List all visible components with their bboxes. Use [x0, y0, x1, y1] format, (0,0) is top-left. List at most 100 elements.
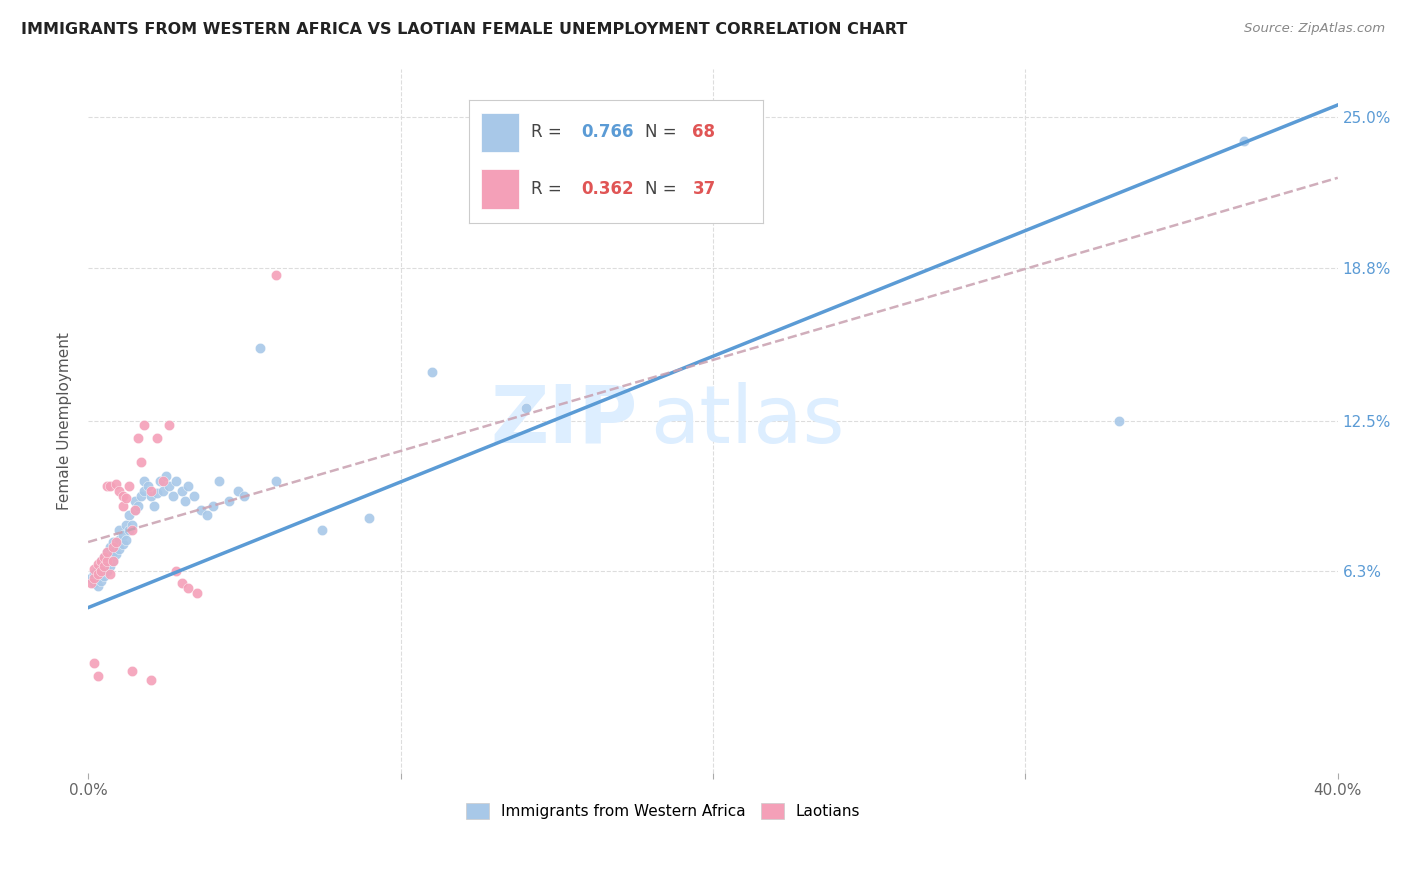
Point — [359, 510, 381, 524]
Point — [101, 554, 124, 568]
Point — [96, 554, 118, 568]
Point — [157, 418, 180, 433]
Point — [96, 545, 118, 559]
Point — [152, 475, 174, 489]
Point — [139, 484, 162, 499]
Point — [155, 469, 177, 483]
Legend: Immigrants from Western Africa, Laotians: Immigrants from Western Africa, Laotians — [460, 797, 866, 825]
Point — [90, 564, 112, 578]
Point — [101, 535, 124, 549]
Point — [86, 668, 108, 682]
Point — [98, 566, 121, 581]
Point — [127, 431, 149, 445]
Point — [195, 508, 218, 523]
Text: atlas: atlas — [651, 382, 845, 459]
Point — [202, 499, 225, 513]
Point — [101, 540, 124, 554]
Point — [118, 523, 141, 537]
Point — [108, 484, 131, 499]
Point — [111, 499, 134, 513]
Point — [186, 586, 208, 600]
Point — [121, 518, 143, 533]
Point — [93, 549, 115, 564]
Point — [162, 489, 184, 503]
Text: ZIP: ZIP — [491, 382, 638, 459]
Point — [165, 564, 187, 578]
Point — [249, 341, 271, 355]
Point — [174, 493, 197, 508]
Text: IMMIGRANTS FROM WESTERN AFRICA VS LAOTIAN FEMALE UNEMPLOYMENT CORRELATION CHART: IMMIGRANTS FROM WESTERN AFRICA VS LAOTIA… — [21, 22, 907, 37]
Point — [93, 559, 115, 574]
Point — [177, 479, 200, 493]
Point — [108, 523, 131, 537]
Point — [105, 547, 128, 561]
Point — [134, 475, 156, 489]
Point — [93, 549, 115, 564]
Y-axis label: Female Unemployment: Female Unemployment — [58, 332, 72, 509]
Point — [111, 537, 134, 551]
Point — [86, 566, 108, 581]
Point — [177, 581, 200, 595]
Point — [93, 569, 115, 583]
Point — [170, 576, 193, 591]
Point — [420, 365, 443, 379]
Point — [121, 664, 143, 678]
Point — [170, 484, 193, 499]
Point — [111, 489, 134, 503]
Point — [90, 564, 112, 578]
Point — [233, 489, 256, 503]
Point — [218, 493, 240, 508]
Point — [118, 479, 141, 493]
Point — [114, 491, 136, 506]
Point — [264, 475, 287, 489]
Point — [142, 499, 165, 513]
Point — [114, 518, 136, 533]
Point — [149, 475, 172, 489]
Point — [226, 484, 249, 499]
Point — [515, 401, 537, 416]
Point — [90, 554, 112, 568]
Point — [208, 475, 231, 489]
Point — [86, 572, 108, 586]
Point — [157, 479, 180, 493]
Point — [190, 503, 212, 517]
Point — [108, 542, 131, 557]
Point — [111, 528, 134, 542]
Point — [105, 535, 128, 549]
Point — [98, 479, 121, 493]
Point — [98, 549, 121, 564]
Point — [90, 554, 112, 568]
Point — [80, 572, 103, 586]
Point — [311, 523, 333, 537]
Point — [136, 479, 159, 493]
Point — [183, 489, 205, 503]
Text: Source: ZipAtlas.com: Source: ZipAtlas.com — [1244, 22, 1385, 36]
Point — [96, 564, 118, 578]
Point — [83, 562, 105, 576]
Point — [124, 493, 146, 508]
Point — [105, 476, 128, 491]
Point — [152, 484, 174, 499]
Point — [98, 540, 121, 554]
Point — [93, 559, 115, 574]
Point — [124, 503, 146, 517]
Point — [146, 486, 169, 500]
Point — [83, 657, 105, 671]
Point — [146, 431, 169, 445]
Point — [129, 489, 152, 503]
Point — [127, 499, 149, 513]
Point — [165, 475, 187, 489]
Point — [1108, 414, 1130, 428]
Point — [96, 479, 118, 493]
Point — [86, 562, 108, 576]
Point — [121, 523, 143, 537]
Point — [134, 418, 156, 433]
Point — [80, 576, 103, 591]
Point — [101, 545, 124, 559]
Point — [139, 489, 162, 503]
Point — [114, 533, 136, 547]
Point — [96, 545, 118, 559]
Point — [101, 554, 124, 568]
Point — [134, 484, 156, 499]
Point — [86, 557, 108, 571]
